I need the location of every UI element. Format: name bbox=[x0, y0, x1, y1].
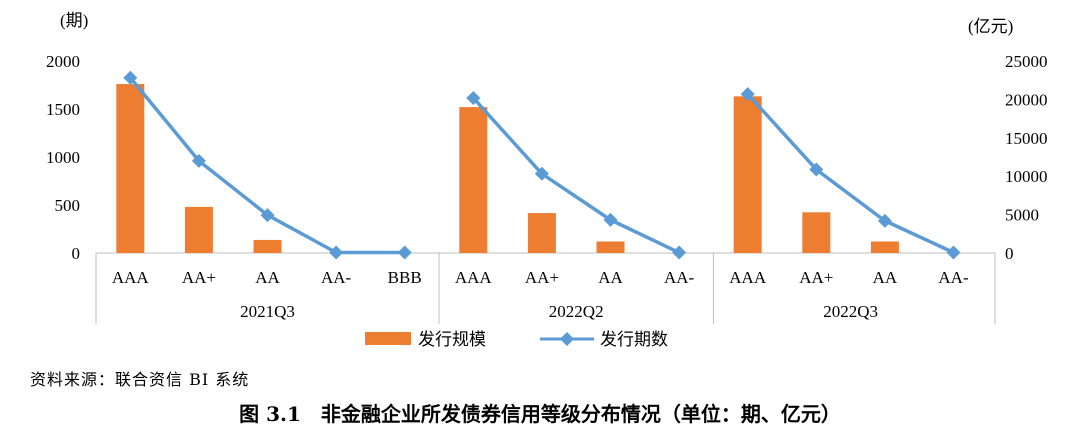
bar bbox=[116, 84, 145, 253]
bar bbox=[459, 107, 488, 253]
line-point bbox=[672, 245, 687, 260]
right-tick-label: 10000 bbox=[1005, 167, 1048, 186]
bar bbox=[253, 239, 282, 253]
chart: (期) (亿元) 0500100015002000050001000015000… bbox=[46, 11, 1048, 350]
category-label: BBB bbox=[388, 268, 422, 287]
line-point bbox=[740, 87, 755, 102]
group-label: 2022Q3 bbox=[823, 302, 878, 321]
bar bbox=[527, 213, 556, 253]
bar bbox=[596, 241, 625, 253]
right-tick-label: 0 bbox=[1005, 244, 1014, 263]
line-point bbox=[397, 245, 412, 260]
plot-area: 0500100015002000050001000015000200002500… bbox=[46, 52, 1048, 350]
category-label: AAA bbox=[112, 268, 150, 287]
right-axis-unit: (亿元) bbox=[968, 17, 1013, 36]
category-label: AA- bbox=[321, 268, 352, 287]
category-label: AA+ bbox=[182, 268, 216, 287]
series-line bbox=[128, 76, 405, 255]
bar bbox=[870, 241, 899, 253]
line-point bbox=[329, 245, 344, 260]
category-label: AA bbox=[873, 268, 898, 287]
line-point bbox=[123, 70, 138, 85]
category-label: AA bbox=[598, 268, 623, 287]
category-label: AAA bbox=[455, 268, 493, 287]
left-axis-unit: (期) bbox=[60, 11, 88, 30]
left-tick-label: 0 bbox=[72, 244, 81, 263]
right-tick-label: 20000 bbox=[1005, 90, 1048, 109]
line-point bbox=[603, 212, 618, 227]
right-tick-label: 25000 bbox=[1005, 52, 1048, 71]
right-tick-label: 15000 bbox=[1005, 129, 1048, 148]
group-label: 2021Q3 bbox=[240, 302, 295, 321]
line-point bbox=[809, 162, 824, 177]
legend-line-label: 发行期数 bbox=[600, 330, 668, 350]
legend-line-marker bbox=[560, 332, 574, 346]
legend-bar-label: 发行规模 bbox=[418, 330, 486, 350]
left-tick-label: 1000 bbox=[46, 148, 80, 167]
line-point bbox=[946, 245, 961, 260]
left-tick-label: 2000 bbox=[46, 52, 80, 71]
series-line bbox=[472, 96, 680, 255]
right-tick-label: 5000 bbox=[1005, 206, 1039, 225]
line-point bbox=[260, 208, 275, 223]
group-label: 2022Q2 bbox=[549, 302, 604, 321]
bar bbox=[184, 206, 213, 253]
category-label: AA+ bbox=[799, 268, 833, 287]
figure-caption: 图 3.1 非金融企业所发债券信用等级分布情况（单位：期、亿元） bbox=[239, 402, 841, 426]
category-label: AA- bbox=[938, 268, 969, 287]
line-point bbox=[466, 90, 481, 105]
legend-bar-swatch bbox=[365, 332, 411, 345]
bar bbox=[733, 96, 762, 253]
source-text: 资料来源：联合资信 BI 系统 bbox=[30, 370, 250, 389]
category-label: AA+ bbox=[525, 268, 559, 287]
bar bbox=[802, 212, 831, 253]
left-tick-label: 1500 bbox=[46, 100, 80, 119]
line-point bbox=[191, 153, 206, 168]
line-point bbox=[877, 213, 892, 228]
line-point bbox=[534, 166, 549, 181]
category-label: AA bbox=[255, 268, 280, 287]
left-tick-label: 500 bbox=[55, 196, 81, 215]
category-label: AAA bbox=[729, 268, 767, 287]
category-label: AA- bbox=[664, 268, 695, 287]
series-line bbox=[746, 92, 955, 255]
